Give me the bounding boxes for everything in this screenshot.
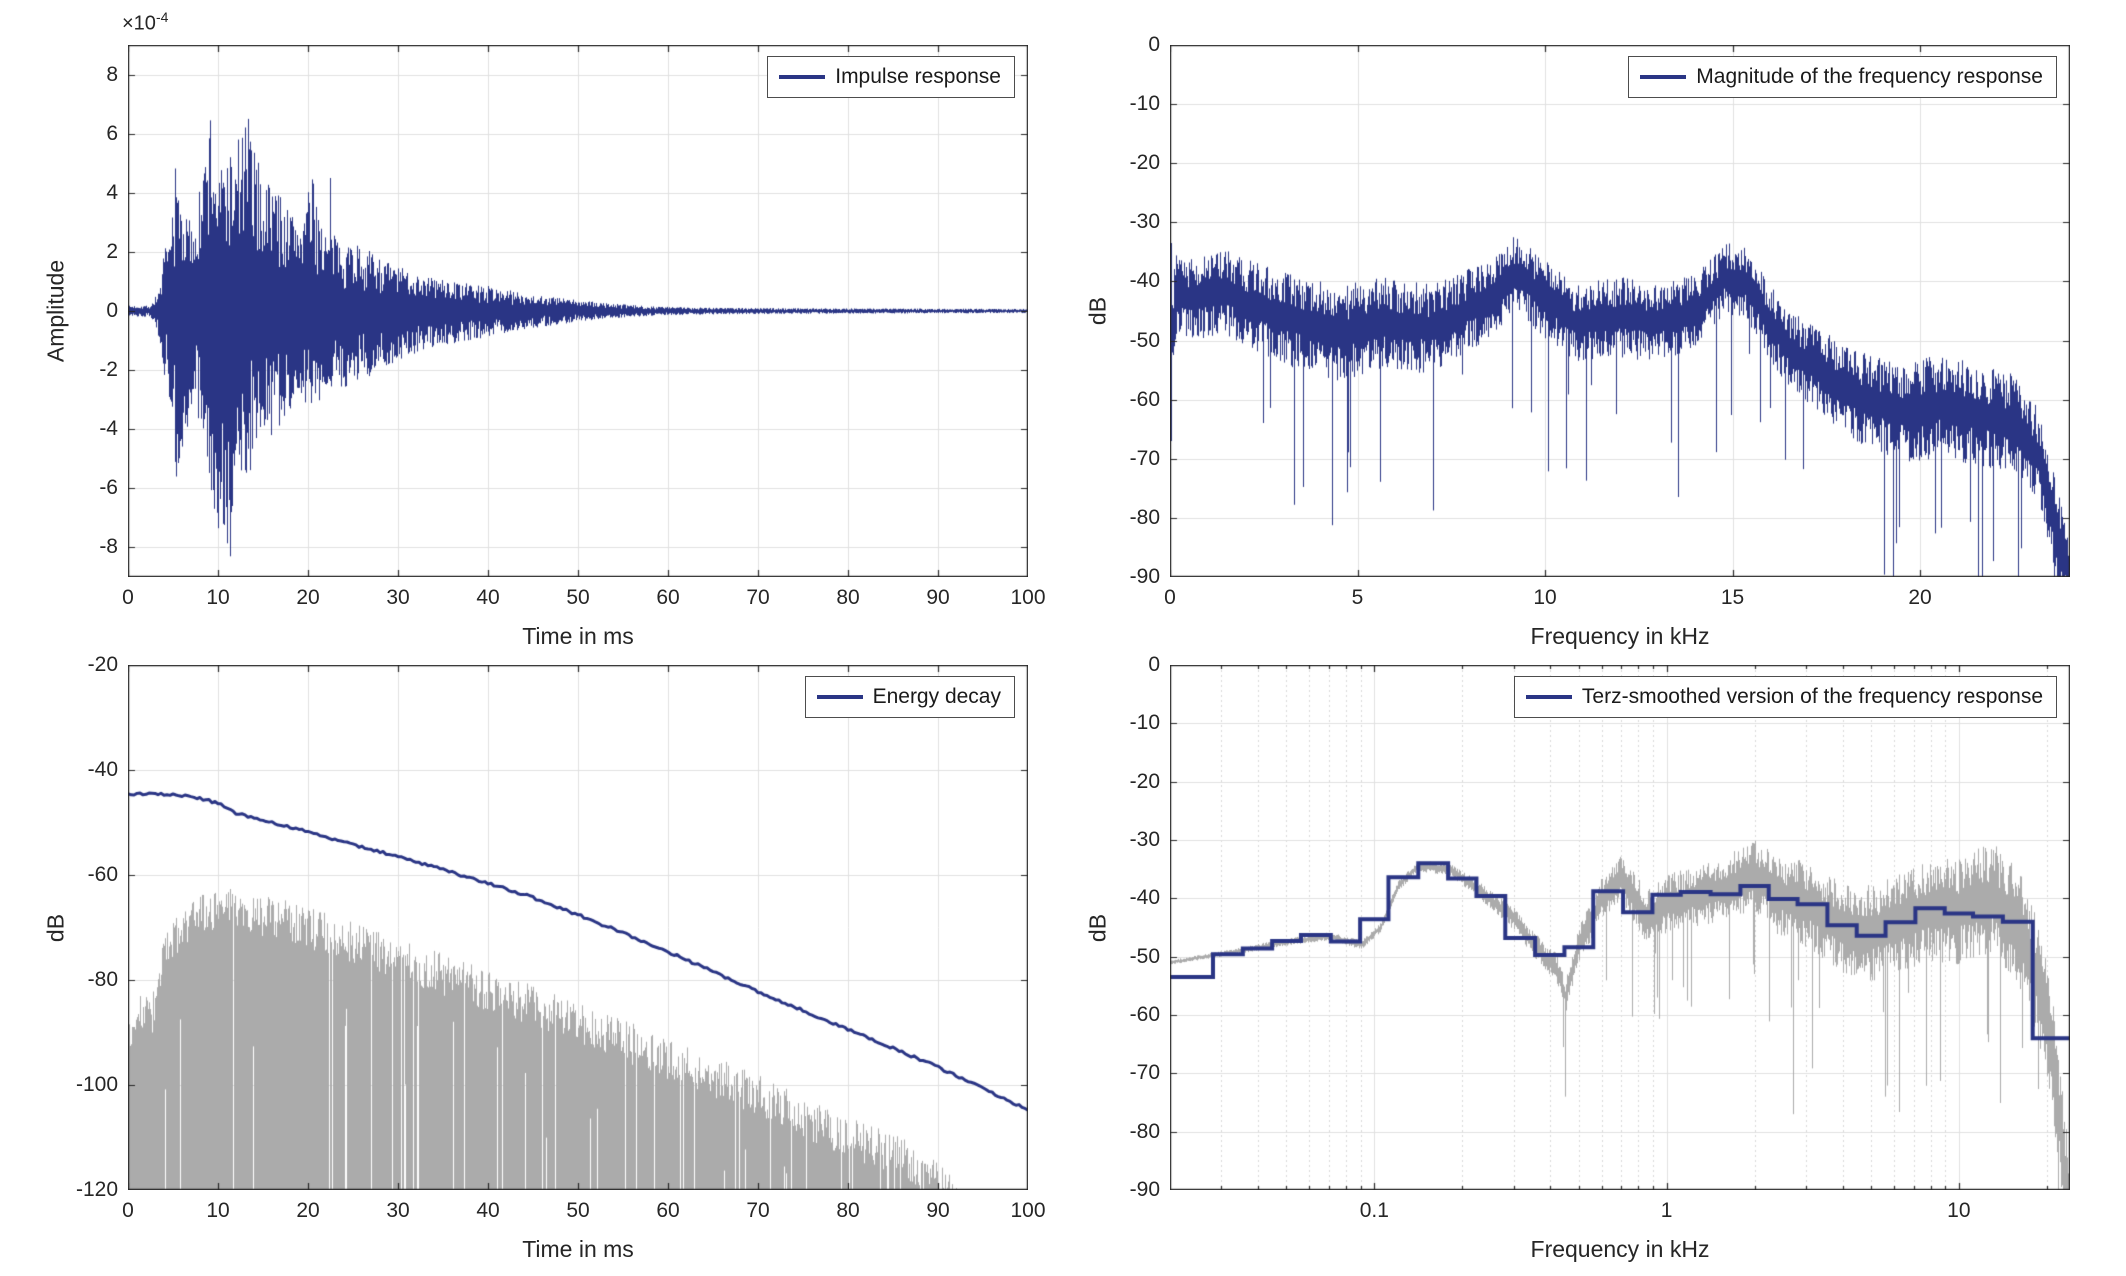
tick-label: 0 (1164, 586, 1176, 609)
y-axis-label: dB (1084, 913, 1111, 942)
tick-label: 10 (206, 586, 230, 609)
tick-label: 8 (106, 62, 118, 86)
legend-line-sample (779, 75, 826, 79)
tick-label: 60 (656, 586, 680, 609)
tick-label: 1 (1660, 1199, 1673, 1222)
legend: Terz-smoothed version of the frequency r… (1513, 676, 2057, 718)
tick-label: 10 (1533, 586, 1557, 609)
tick-label: -90 (1129, 1178, 1160, 1201)
tick-label: 10 (206, 1199, 230, 1222)
plot-energy-decay: dB Time in ms Energy decay 0 10 20 30 40 50 60… (43, 653, 1046, 1262)
tick-label: -60 (1129, 1003, 1160, 1026)
legend-line-sample (1525, 695, 1572, 699)
energy-chart-canvas (128, 665, 1028, 1190)
tick-label: 30 (386, 1199, 410, 1222)
tick-label: -50 (1129, 328, 1160, 352)
multiplier-base: ×10 (122, 12, 156, 35)
tick-label: 5 (1351, 586, 1364, 609)
tick-label: -20 (1129, 769, 1160, 793)
tick-label: 0 (122, 1199, 134, 1222)
tick-label: -60 (87, 863, 118, 886)
x-axis-label: Frequency in kHz (1530, 623, 1710, 649)
tick-label: 20 (1908, 586, 1932, 609)
tick-label: 60 (656, 1199, 680, 1222)
tick-label: 10 (1947, 1199, 1971, 1222)
tick-label: -80 (1129, 505, 1160, 529)
tick-label: -4 (99, 417, 118, 441)
tick-label: 90 (926, 1199, 950, 1222)
tick-label: -20 (87, 653, 118, 676)
tick-label: -30 (1129, 210, 1160, 234)
tick-label: 50 (566, 1199, 590, 1222)
magnitude-chart-canvas (1170, 45, 2070, 577)
tick-label: 15 (1720, 586, 1745, 609)
tick-label: -20 (1129, 151, 1160, 175)
tick-label: 80 (836, 586, 860, 609)
tick-label: 6 (106, 121, 118, 145)
y-axis-label: dB (1084, 296, 1111, 326)
tick-label: 0 (122, 586, 134, 609)
legend: Energy decay (804, 676, 1015, 718)
tick-label: -120 (75, 1178, 118, 1201)
tick-label: -8 (99, 535, 118, 559)
tick-label: 20 (296, 586, 320, 609)
tick-label: 70 (746, 586, 770, 609)
y-axis-multiplier: ×10-4 (122, 9, 168, 36)
tick-label: -40 (1129, 269, 1160, 293)
legend-label: Magnitude of the frequency response (1696, 65, 2043, 88)
tick-label: 0 (1148, 653, 1160, 676)
tick-label: -60 (1129, 387, 1160, 411)
multiplier-exponent: -4 (155, 9, 169, 25)
x-axis-label: Frequency in kHz (1530, 1236, 1710, 1262)
impulse-chart-canvas (128, 45, 1028, 577)
legend: Impulse response (767, 56, 1015, 98)
tick-label: 2 (106, 239, 118, 263)
plot-frequency-response: dB Frequency in kHz Magnitude of the fre… (1085, 33, 2070, 649)
tick-label: -30 (1129, 828, 1160, 851)
legend-label: Impulse response (835, 65, 1001, 88)
tick-label: -40 (87, 758, 118, 781)
tick-label: -50 (1129, 944, 1160, 968)
tick-label: 50 (566, 586, 590, 609)
legend-line-sample (816, 695, 863, 699)
tick-label: 40 (476, 1199, 500, 1222)
plot-terz-smoothed-response: dB Frequency in kHz Terz-smoothed versio… (1085, 653, 2070, 1262)
legend-line-sample (1640, 75, 1687, 79)
tick-label: -40 (1129, 886, 1160, 910)
tick-label: -100 (75, 1073, 118, 1096)
tick-label: 30 (386, 586, 410, 609)
terz-chart-canvas (1170, 665, 2070, 1190)
tick-label: 100 (1010, 586, 1046, 609)
x-axis-label: Time in ms (522, 1236, 634, 1262)
tick-label: -10 (1129, 92, 1160, 116)
legend-label: Terz-smoothed version of the frequency r… (1581, 685, 2043, 708)
x-axis-label: Time in ms (522, 623, 634, 649)
legend-label: Energy decay (872, 685, 1001, 708)
tick-label: -10 (1129, 711, 1160, 735)
tick-label: 70 (746, 1199, 770, 1222)
tick-label: -6 (99, 476, 118, 500)
legend: Magnitude of the frequency response (1628, 56, 2057, 98)
tick-label: -80 (87, 968, 118, 991)
tick-label: 4 (106, 180, 118, 204)
tick-label: -90 (1129, 565, 1160, 588)
tick-label: 80 (836, 1199, 860, 1222)
tick-label: 20 (296, 1199, 320, 1222)
plot-impulse-response: ×10-4 Amplitude Time in ms Impulse respo… (43, 9, 1046, 649)
tick-label: 90 (926, 586, 950, 609)
tick-label: 0 (1148, 33, 1160, 56)
tick-label: -80 (1129, 1119, 1160, 1143)
y-axis-label: dB (42, 913, 69, 942)
tick-label: -70 (1129, 446, 1160, 470)
tick-label: 40 (476, 586, 500, 609)
tick-label: -70 (1129, 1061, 1160, 1085)
tick-label: 100 (1010, 1199, 1046, 1222)
tick-label: -2 (99, 358, 118, 382)
tick-label: 0 (106, 299, 118, 322)
tick-label: 0.1 (1359, 1199, 1389, 1222)
